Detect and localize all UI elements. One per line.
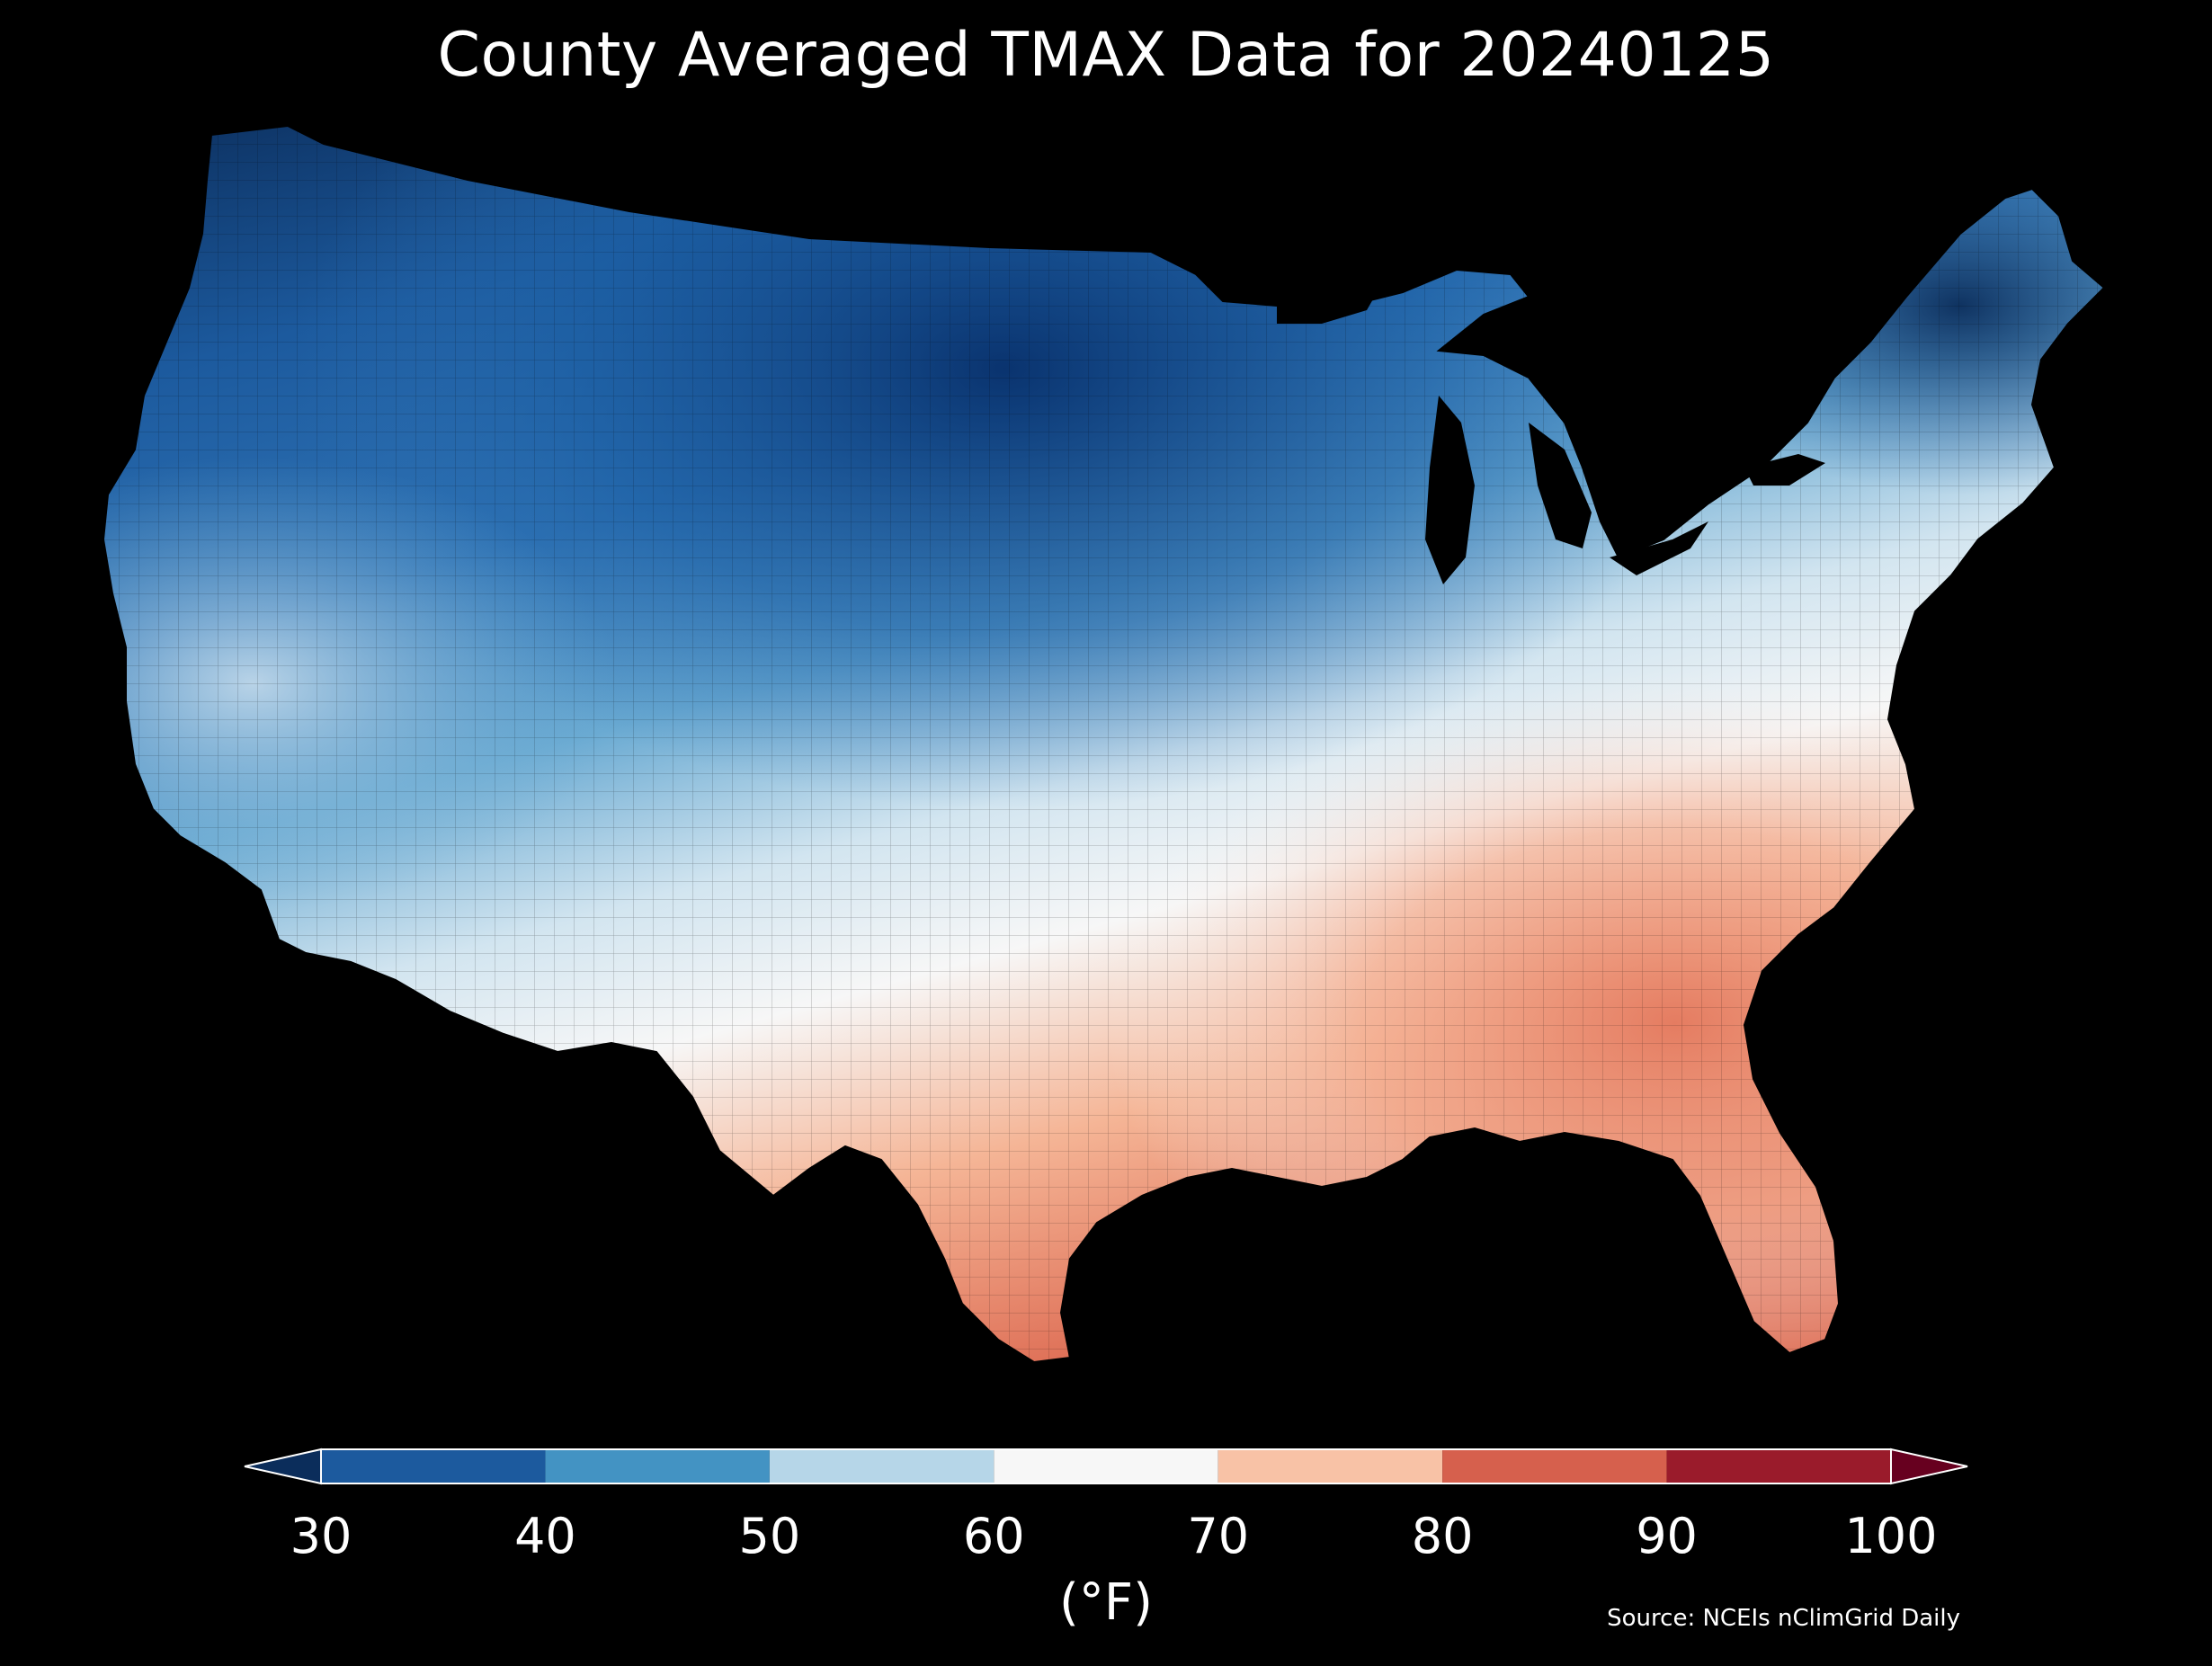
lake-ontario — [1744, 454, 1825, 486]
lake-huron — [1529, 423, 1592, 548]
us-outline — [102, 124, 2106, 1364]
colorbar-bin-30-40 — [321, 1449, 546, 1483]
colorbar-bin-90-100 — [1666, 1449, 1891, 1483]
colorbar-tick-60: 60 — [962, 1508, 1025, 1564]
colorbar-tick-80: 80 — [1411, 1508, 1474, 1564]
chart-title: County Averaged TMAX Data for 20240125 — [437, 20, 1775, 91]
lake-erie — [1610, 521, 1708, 575]
lake-michigan — [1425, 396, 1475, 584]
colorbar-bin-60-70 — [994, 1449, 1218, 1483]
colorbar-tick-50: 50 — [738, 1508, 801, 1564]
colorbar-bin-80-90 — [1442, 1449, 1667, 1483]
colorbar-bin-70-80 — [1217, 1449, 1443, 1483]
lake-superior — [1277, 279, 1385, 324]
colorbar-tick-70: 70 — [1187, 1508, 1250, 1564]
colorbar-extend-high — [1890, 1448, 1968, 1485]
colorbar-bin-40-50 — [545, 1449, 770, 1483]
colorbar-tick-40: 40 — [514, 1508, 576, 1564]
colorbar-tick-100: 100 — [1844, 1508, 1938, 1564]
source-credit: Source: NCEIs nClimGrid Daily — [1607, 1605, 1960, 1632]
colorbar-bins — [321, 1449, 1891, 1483]
colorbar-frame — [320, 1448, 1892, 1484]
colorbar-tick-30: 30 — [290, 1508, 352, 1564]
colorbar-label: (°F) — [1059, 1573, 1153, 1632]
colorbar-extend-low — [244, 1448, 322, 1485]
colorbar-bin-50-60 — [769, 1449, 995, 1483]
colorbar-tick-90: 90 — [1636, 1508, 1698, 1564]
